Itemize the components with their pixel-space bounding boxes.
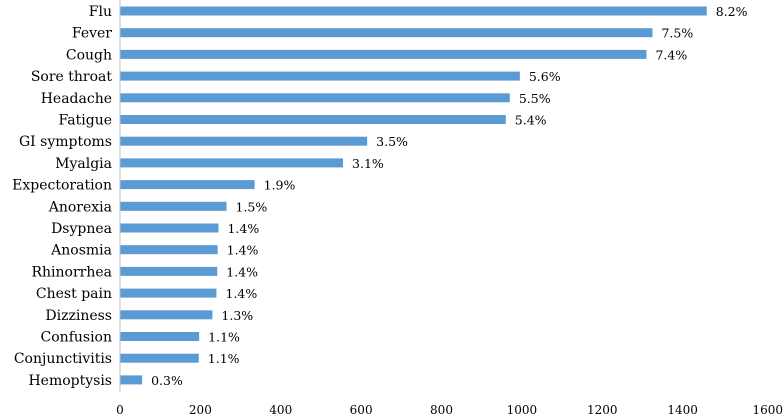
category-label: Hemoptysis — [28, 373, 112, 389]
bar-dizziness — [120, 310, 213, 320]
data-label: 7.4% — [655, 47, 687, 62]
data-label: 1.4% — [227, 221, 259, 236]
x-tick-label: 600 — [350, 403, 373, 417]
data-label: 1.4% — [225, 286, 257, 301]
data-label: 5.6% — [529, 69, 561, 84]
category-label: GI symptoms — [19, 134, 112, 150]
bar-expectoration — [120, 180, 255, 190]
data-label: 1.1% — [208, 351, 240, 366]
data-label: 1.4% — [227, 243, 259, 258]
bar-fever — [120, 28, 653, 38]
category-label: Dizziness — [45, 308, 112, 324]
category-label: Dsypnea — [51, 221, 112, 237]
bar-cough — [120, 49, 647, 59]
bar-confusion — [120, 332, 200, 341]
data-label: 1.3% — [221, 308, 253, 323]
x-tick-label: 400 — [269, 403, 292, 417]
bar-flu — [120, 6, 707, 16]
data-label: 5.4% — [515, 113, 547, 128]
category-label: Conjunctivitis — [14, 351, 112, 367]
bar-chest-pain — [120, 288, 217, 298]
category-label: Headache — [41, 91, 112, 107]
category-label: Cough — [66, 47, 112, 63]
x-tick-label: 1400 — [667, 403, 698, 417]
bar-conjunctivitis — [120, 353, 199, 363]
data-label: 5.5% — [519, 91, 551, 106]
data-label: 1.9% — [264, 178, 296, 193]
category-label: Sore throat — [31, 69, 113, 85]
category-label: Myalgia — [55, 156, 112, 172]
category-label: Anorexia — [48, 199, 112, 215]
bar-gi-symptoms — [120, 136, 368, 146]
category-label: Chest pain — [36, 286, 112, 302]
bar-sore-throat — [120, 71, 520, 81]
x-tick-label: 1200 — [587, 403, 618, 417]
data-label: 1.5% — [235, 199, 267, 214]
data-label: 3.5% — [376, 134, 408, 149]
bar-headache — [120, 93, 510, 103]
bar-hemoptysis — [120, 375, 143, 385]
category-label: Rhinorrhea — [31, 264, 112, 280]
data-label: 7.5% — [661, 26, 693, 41]
data-label: 1.1% — [208, 330, 240, 345]
category-label: Anosmia — [50, 243, 112, 259]
bar-myalgia — [120, 158, 344, 168]
bar-dsypnea — [120, 223, 219, 233]
x-tick-label: 200 — [189, 403, 212, 417]
bar-fatigue — [120, 115, 506, 124]
x-tick-label: 0 — [116, 403, 124, 417]
bar-anosmia — [120, 245, 218, 255]
x-tick-label: 800 — [430, 403, 453, 417]
data-label: 8.2% — [716, 4, 748, 19]
bar-anorexia — [120, 201, 227, 211]
category-label: Fever — [72, 26, 112, 42]
data-label: 1.4% — [226, 264, 258, 279]
x-tick-label: 1000 — [507, 403, 538, 417]
data-label: 0.3% — [151, 373, 183, 388]
x-tick-label: 1600 — [752, 403, 783, 417]
category-label: Flu — [89, 4, 112, 20]
category-label: Fatigue — [59, 113, 112, 129]
data-label: 3.1% — [352, 156, 384, 171]
category-label: Confusion — [41, 330, 112, 346]
category-label: Expectoration — [12, 178, 112, 194]
bar-rhinorrhea — [120, 266, 218, 276]
